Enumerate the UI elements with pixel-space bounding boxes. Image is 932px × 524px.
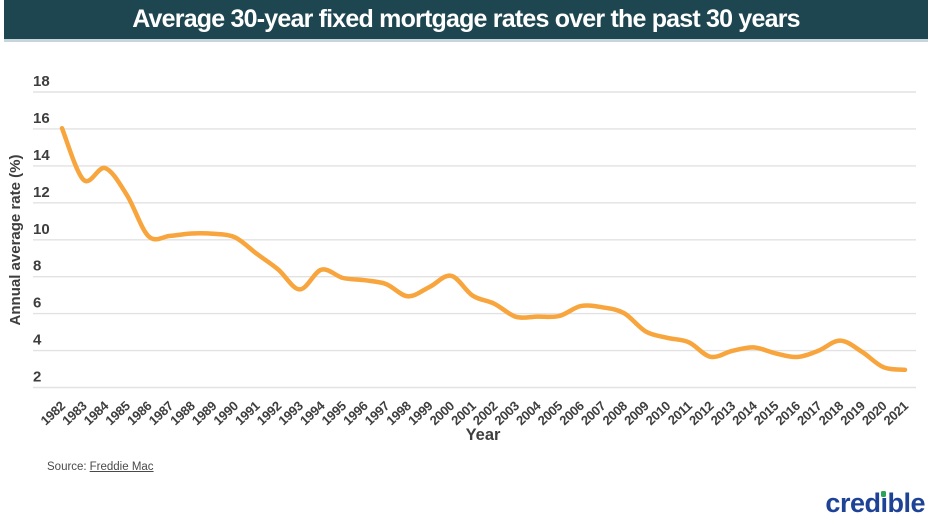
logo-green-dot-icon [880, 491, 887, 497]
y-tick-label: 18 [33, 73, 50, 90]
source-link[interactable]: Freddie Mac [89, 461, 154, 473]
y-tick-label: 14 [33, 147, 50, 164]
logo-text-pre: cred [825, 488, 881, 518]
x-tick-labels: 1982198319841985198619871988198919901991… [38, 398, 912, 429]
source-label: Source: [47, 461, 87, 473]
x-axis-title: Year [466, 426, 501, 444]
y-tick-label: 10 [33, 221, 50, 238]
y-axis-title: Annual average rate (%) [7, 155, 24, 326]
y-tick-label: 12 [33, 184, 50, 201]
source-note: Source: Freddie Mac [47, 461, 154, 473]
x-tick-label: 2021 [881, 398, 912, 428]
chart-svg: 2 4 6 8 10 12 14 16 18 19821983198419851986198719… [7, 73, 916, 444]
y-tick-label: 2 [33, 369, 41, 386]
logo-text-post: ble [887, 488, 925, 518]
y-gridlines [33, 91, 916, 389]
y-tick-label: 8 [33, 258, 41, 275]
credible-logo: credı ble [825, 488, 925, 519]
y-tick-label: 16 [33, 110, 50, 127]
logo-letter-i: ı [880, 488, 888, 518]
y-tick-label: 6 [33, 295, 41, 312]
y-tick-labels: 2 4 6 8 10 12 14 16 18 [33, 73, 50, 386]
y-tick-label: 4 [33, 332, 42, 349]
chart-title: Average 30-year fixed mortgage rates ove… [132, 5, 800, 33]
rate-line [59, 125, 908, 373]
chart-header: Average 30-year fixed mortgage rates ove… [4, 0, 928, 42]
